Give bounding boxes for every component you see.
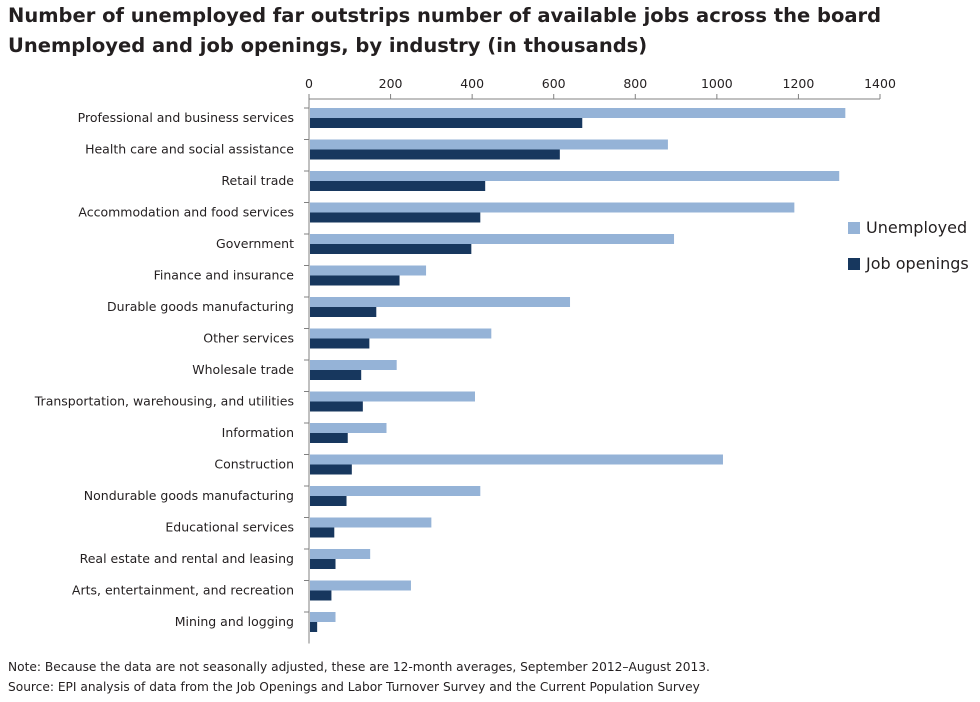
legend-label-unemployed: Unemployed xyxy=(866,218,968,237)
bar-unemployed xyxy=(310,328,492,339)
bar-unemployed xyxy=(310,139,668,150)
bar-job-openings xyxy=(310,590,332,601)
category-label: Nondurable goods manufacturing xyxy=(84,488,294,503)
legend-label-job-openings: Job openings xyxy=(866,254,969,273)
category-label: Transportation, warehousing, and utiliti… xyxy=(34,394,294,409)
bar-unemployed xyxy=(310,454,723,465)
bar-job-openings xyxy=(310,464,352,475)
bar-unemployed xyxy=(310,360,397,370)
bar-unemployed xyxy=(310,171,840,181)
bar-job-openings xyxy=(310,527,335,538)
x-tick-label: 1200 xyxy=(783,76,815,91)
category-label: Retail trade xyxy=(221,173,294,188)
bar-unemployed xyxy=(310,391,475,402)
bar-unemployed xyxy=(310,549,371,559)
bar-job-openings xyxy=(310,622,318,632)
bar-unemployed xyxy=(310,517,432,528)
bar-job-openings xyxy=(310,307,377,317)
bar-job-openings xyxy=(310,244,472,254)
legend-item-job-openings: Job openings xyxy=(848,254,969,273)
x-tick-label: 800 xyxy=(623,76,647,91)
bar-job-openings xyxy=(310,338,370,349)
bar-job-openings xyxy=(310,275,400,286)
category-label: Real estate and rental and leasing xyxy=(80,551,294,566)
bar-job-openings xyxy=(310,149,560,160)
chart-subtitle: Unemployed and job openings, by industry… xyxy=(8,34,648,57)
category-label: Educational services xyxy=(165,520,294,535)
bar-job-openings xyxy=(310,118,583,128)
bar-unemployed xyxy=(310,423,387,433)
category-label: Mining and logging xyxy=(175,614,294,629)
bar-job-openings xyxy=(310,370,362,380)
category-label: Wholesale trade xyxy=(192,362,294,377)
bar-job-openings xyxy=(310,181,486,191)
x-tick-label: 400 xyxy=(460,76,484,91)
legend-swatch-unemployed xyxy=(848,222,860,234)
x-tick-label: 0 xyxy=(305,76,313,91)
bar-unemployed xyxy=(310,612,336,622)
x-tick-label: 1400 xyxy=(864,76,896,91)
category-label: Accommodation and food services xyxy=(78,205,294,220)
bar-unemployed xyxy=(310,234,675,244)
legend-swatch-job-openings xyxy=(848,258,860,270)
category-label: Professional and business services xyxy=(78,110,294,125)
bar-unemployed xyxy=(310,297,571,307)
legend-item-unemployed: Unemployed xyxy=(848,218,967,237)
category-label: Information xyxy=(222,425,294,440)
category-label: Finance and insurance xyxy=(154,268,295,283)
bar-job-openings xyxy=(310,212,481,223)
bar-job-openings xyxy=(310,433,348,443)
bar-job-openings xyxy=(310,559,336,569)
bar-job-openings xyxy=(310,496,347,506)
chart-title: Number of unemployed far outstrips numbe… xyxy=(8,4,882,27)
bar-unemployed xyxy=(310,108,846,118)
category-label: Arts, entertainment, and recreation xyxy=(72,583,294,598)
x-tick-label: 1000 xyxy=(701,76,733,91)
bar-unemployed xyxy=(310,265,427,276)
bar-unemployed xyxy=(310,202,795,213)
x-tick-label: 200 xyxy=(379,76,403,91)
category-label: Construction xyxy=(214,457,294,472)
category-label: Government xyxy=(216,236,294,251)
bar-job-openings xyxy=(310,401,363,412)
footnote: Note: Because the data are not seasonall… xyxy=(8,660,710,674)
category-label: Durable goods manufacturing xyxy=(107,299,294,314)
bar-chart: 0 200 400 600 800 1000 1200 1400 Professional an… xyxy=(34,76,896,644)
source-note: Source: EPI analysis of data from the Jo… xyxy=(8,680,700,694)
category-label: Other services xyxy=(203,331,294,346)
category-label: Health care and social assistance xyxy=(85,142,294,157)
bar-unemployed xyxy=(310,486,481,496)
bar-unemployed xyxy=(310,580,411,591)
x-tick-label: 600 xyxy=(542,76,566,91)
